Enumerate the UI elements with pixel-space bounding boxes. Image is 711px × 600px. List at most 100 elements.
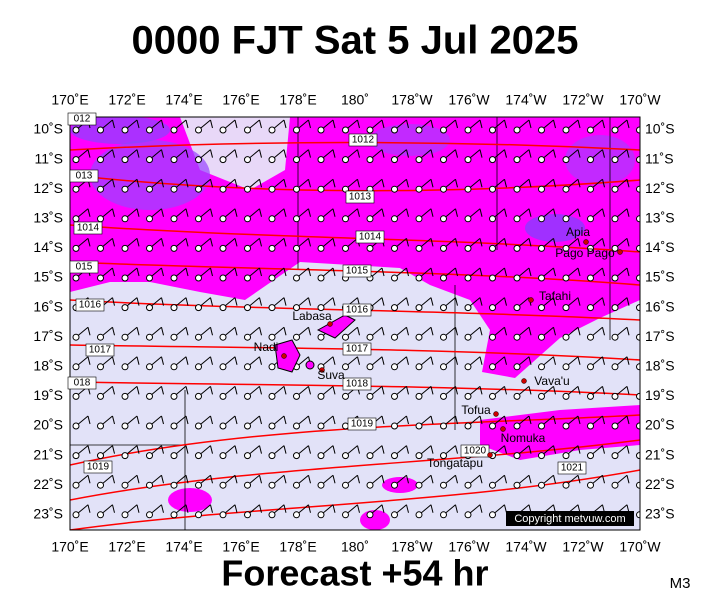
barb-flag (136, 327, 140, 336)
barb-flag (234, 119, 238, 129)
barb-flag (455, 415, 458, 425)
barb-flag (234, 179, 238, 188)
barb-station (611, 481, 619, 489)
barb-station (366, 333, 374, 341)
barb-flag (577, 475, 581, 484)
barb-station (562, 126, 570, 134)
barb-flag (283, 149, 287, 158)
barb-flag (455, 208, 458, 217)
barb-flag (308, 415, 311, 425)
barb-station (195, 363, 202, 371)
barb-station (195, 274, 202, 282)
barb-station (342, 156, 349, 164)
barb-station (489, 363, 496, 371)
barb-station (72, 511, 80, 519)
barb-station (538, 274, 545, 282)
barb-station (415, 363, 423, 371)
barb-flag (357, 356, 360, 365)
barb-station (366, 215, 374, 223)
barb-flag (185, 297, 189, 306)
place-label: Apia (566, 225, 590, 239)
barb-station (587, 244, 594, 252)
barb-station (391, 392, 398, 400)
barb-station (415, 422, 423, 430)
barb-flag (332, 386, 336, 395)
barb-flag (455, 119, 458, 129)
barb-station (440, 452, 447, 460)
isobar-label: 1016 (346, 305, 369, 316)
barb-station (121, 185, 129, 193)
isobar-label: 013 (76, 171, 93, 182)
lat-label: 12˚S (645, 180, 675, 196)
barb-flag (210, 267, 213, 277)
barb-flag (185, 238, 189, 247)
barb-flag (87, 475, 91, 484)
isobar-label-box (345, 190, 375, 204)
barb-flag (626, 238, 630, 247)
lon-label: 174˚W (505, 539, 547, 555)
lat-label: 12˚S (33, 180, 63, 196)
barb-station (195, 244, 202, 252)
barb-station (562, 304, 570, 312)
barb-flag (455, 297, 458, 306)
barb-flag (234, 386, 238, 395)
barb-station (293, 215, 300, 223)
barb-station (464, 333, 472, 341)
barb-flag (381, 267, 385, 277)
barb-flag (455, 475, 458, 484)
lat-label: 18˚S (33, 358, 63, 374)
barb-flag (381, 297, 385, 306)
barb-flag (210, 445, 213, 454)
barb-station (317, 392, 325, 400)
barb-station (97, 244, 104, 252)
lat-label: 19˚S (33, 387, 63, 403)
barb-station (121, 392, 129, 400)
barb-flag (577, 267, 581, 277)
barb-station (244, 422, 251, 430)
barb-station (513, 333, 521, 341)
barb-flag (112, 415, 115, 425)
barb-flag (283, 386, 287, 395)
barb-station (146, 215, 153, 223)
barb-station (170, 363, 178, 371)
isobar-label-box (342, 264, 372, 278)
barb-station (293, 333, 300, 341)
barb-station (146, 185, 153, 193)
barb-flag (577, 386, 581, 395)
barb-station (611, 274, 619, 282)
barb-flag (161, 356, 164, 365)
barb-station (611, 156, 619, 164)
copyright: Copyright metvuw.com (514, 513, 625, 525)
place-label: Nadi (254, 340, 279, 354)
barb-station (72, 126, 80, 134)
barb-flag (136, 179, 140, 188)
barb-flag (381, 445, 385, 454)
barb-station (538, 481, 545, 489)
barb-station (587, 156, 594, 164)
barb-flag (161, 149, 164, 158)
barb-flag (259, 238, 262, 247)
barb-station (391, 274, 398, 282)
barb-station (244, 392, 251, 400)
barb-station (415, 274, 423, 282)
barb-flag (430, 297, 434, 306)
barb-station (440, 392, 447, 400)
barb-station (72, 452, 80, 460)
barb-station (293, 392, 300, 400)
barb-flag (381, 356, 385, 365)
barb-flag (381, 327, 385, 336)
barb-flag (87, 356, 91, 365)
barb-station (219, 156, 227, 164)
barb-station (219, 481, 227, 489)
barb-station (195, 481, 202, 489)
barb-flag (381, 415, 385, 425)
barb-flag (112, 386, 115, 395)
barb-station (195, 511, 202, 519)
barb-flag (528, 327, 532, 336)
barb-flag (234, 149, 238, 158)
barb-station (244, 156, 251, 164)
barb-station (587, 392, 594, 400)
barb-station (146, 304, 153, 312)
barb-station (121, 481, 129, 489)
barb-station (121, 363, 129, 371)
